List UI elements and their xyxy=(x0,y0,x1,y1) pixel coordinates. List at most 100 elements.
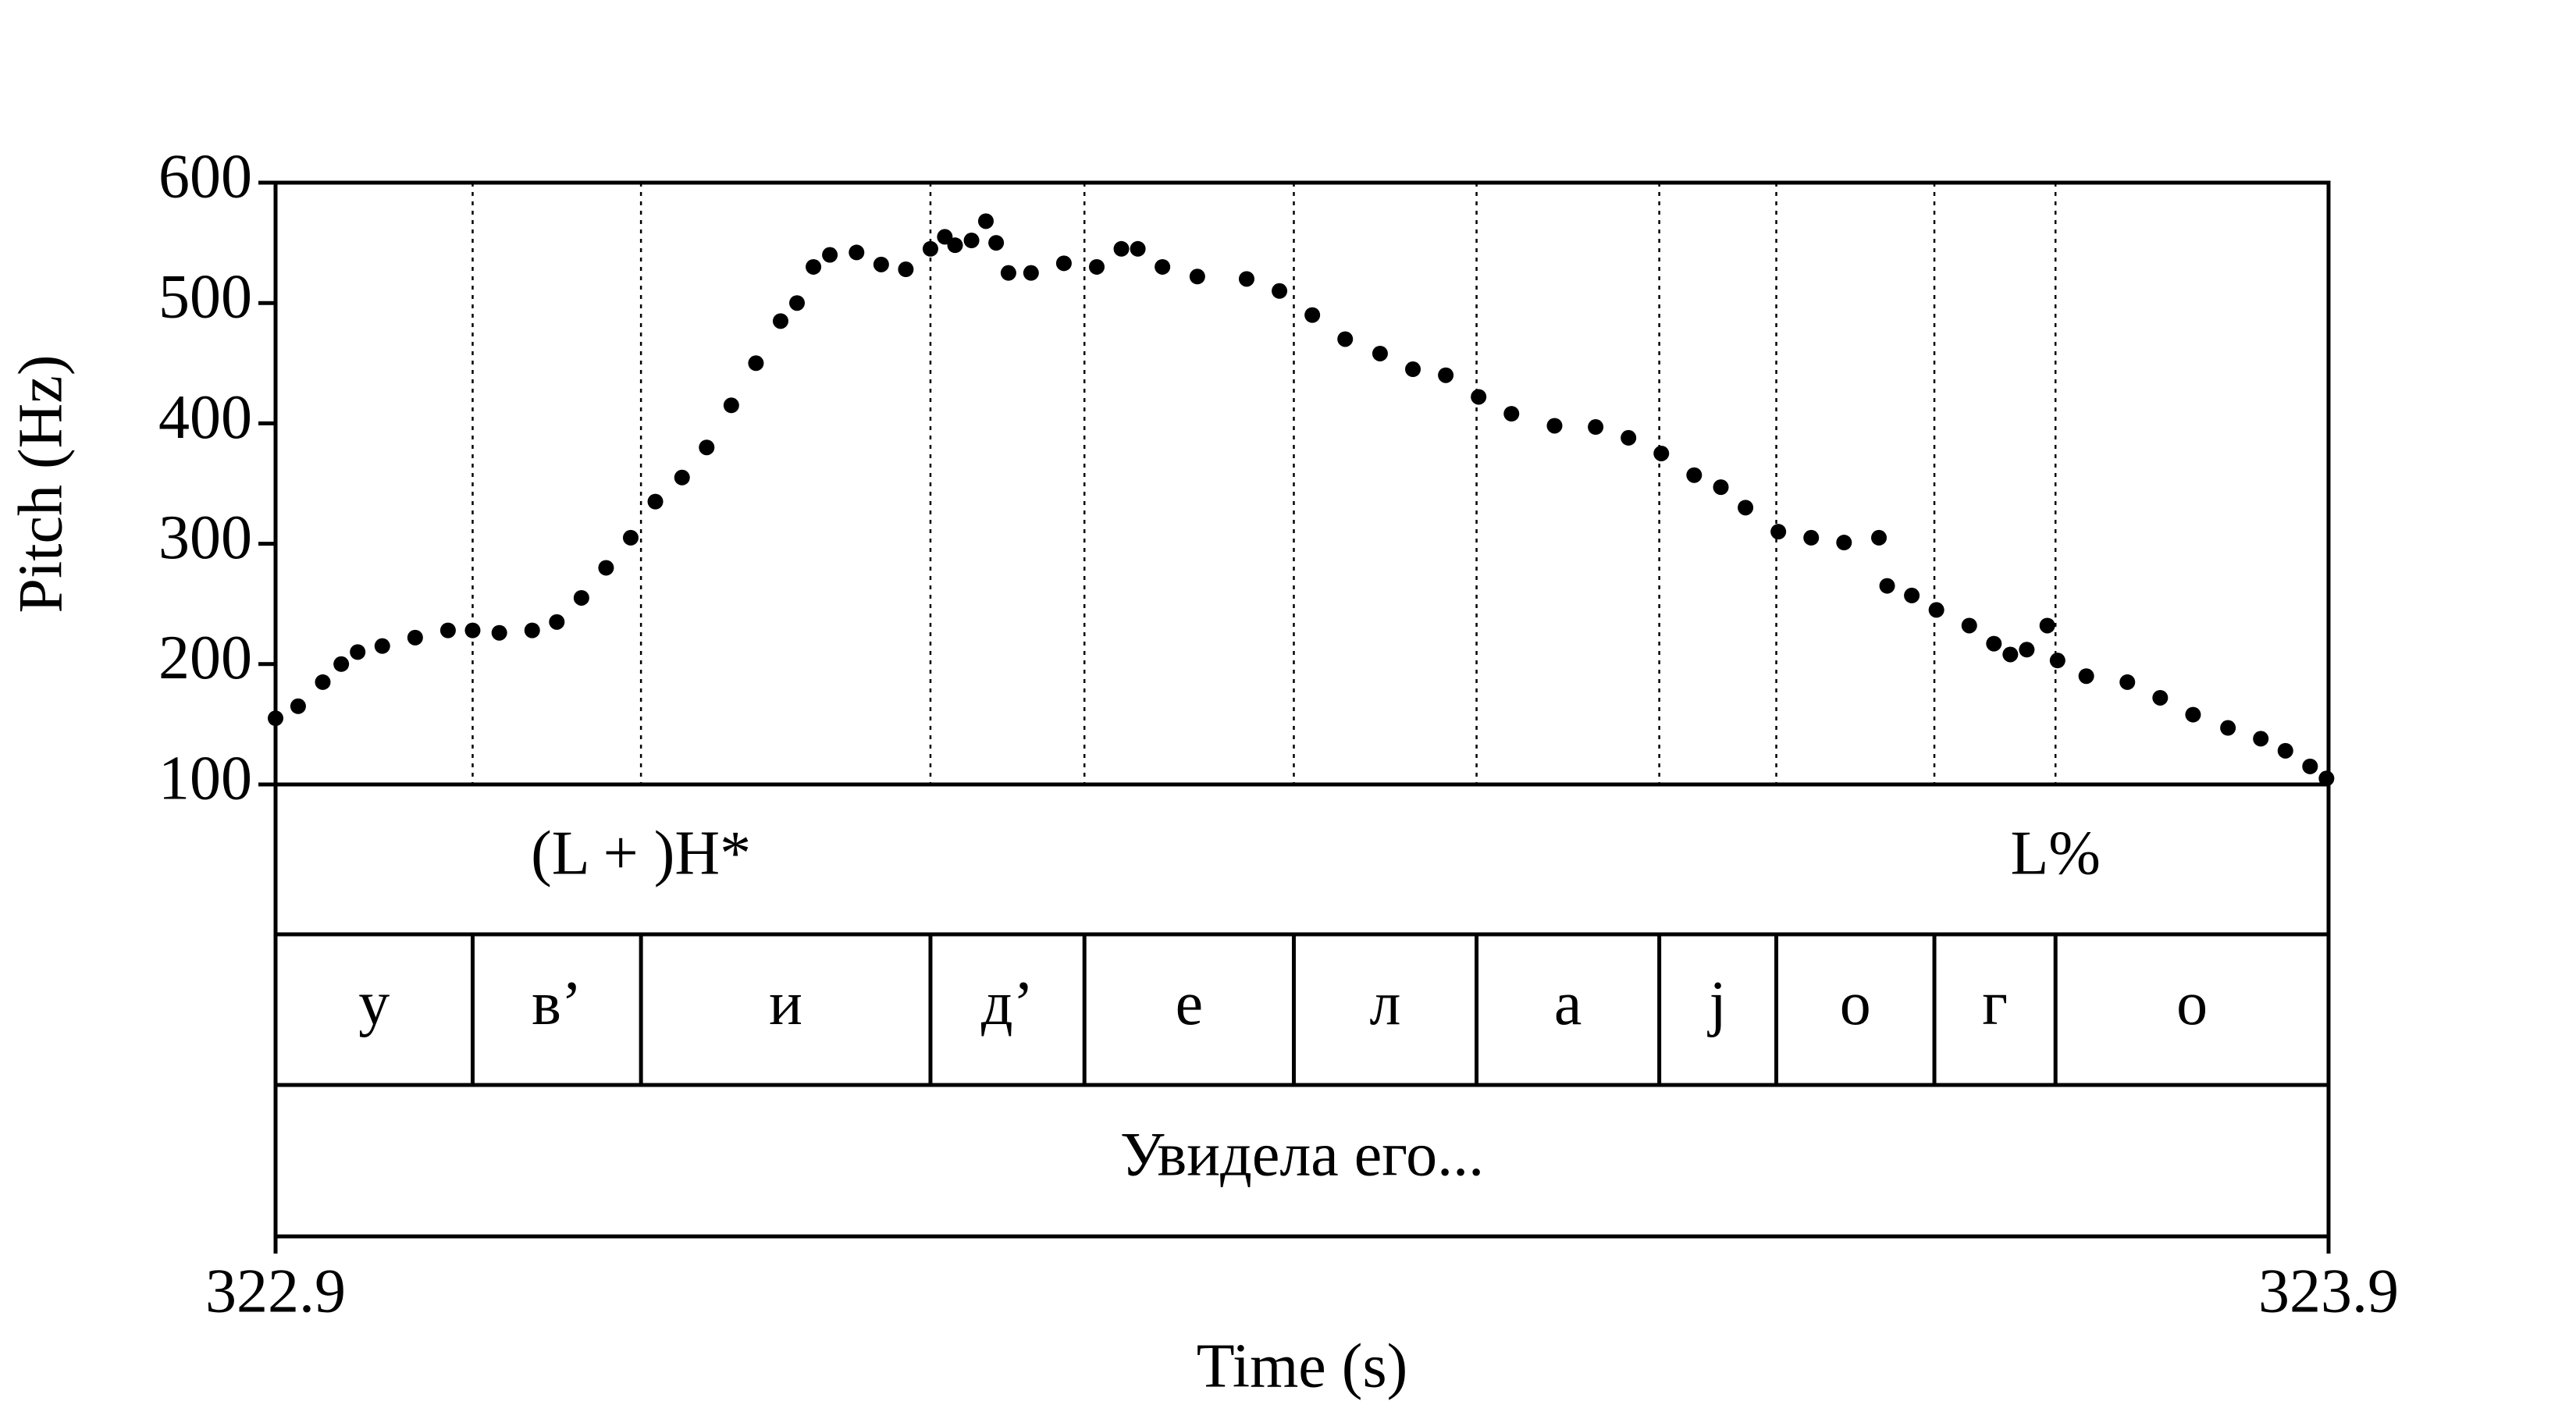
pitch-point xyxy=(1770,524,1787,540)
interval-label: j xyxy=(1706,969,1726,1038)
pitch-point xyxy=(723,397,739,414)
pitch-point xyxy=(315,674,331,690)
interval-label: в’ xyxy=(532,969,582,1038)
pitch-point xyxy=(1471,389,1487,405)
pitch-point xyxy=(1089,258,1105,275)
pitch-point xyxy=(1189,269,1205,285)
y-tick-label: 400 xyxy=(158,383,252,452)
y-axis-title: Pitch (Hz) xyxy=(6,354,75,613)
pitch-point xyxy=(1023,265,1039,281)
pitch-point xyxy=(822,247,838,263)
pitch-point xyxy=(1405,361,1421,378)
pitch-point xyxy=(464,622,481,638)
pitch-point xyxy=(524,622,540,638)
pitch-point xyxy=(1871,529,1888,546)
pitch-point xyxy=(1621,429,1637,446)
pitch-point xyxy=(947,237,963,254)
pitch-point xyxy=(2318,770,2335,787)
pitch-point xyxy=(573,589,589,606)
x-axis-title: Time (s) xyxy=(1197,1332,1407,1400)
pitch-point xyxy=(1503,406,1520,422)
pitch-point xyxy=(1372,345,1388,361)
pitch-point xyxy=(2078,668,2094,685)
pitch-point xyxy=(2277,742,2293,759)
pitch-point xyxy=(1000,265,1016,281)
pitch-point xyxy=(1686,467,1703,483)
tone-label: (L + )H* xyxy=(531,819,751,887)
pitch-point xyxy=(748,355,764,372)
pitch-point xyxy=(922,240,938,257)
y-tick-label: 100 xyxy=(158,744,252,813)
interval-label: г xyxy=(1982,969,2008,1038)
interval-label: о xyxy=(1840,969,1871,1038)
pitch-point xyxy=(268,710,283,727)
pitch-point xyxy=(1803,529,1820,546)
pitch-point xyxy=(622,529,639,546)
interval-label: и xyxy=(769,969,802,1038)
pitch-point xyxy=(2002,646,2019,663)
pitch-point xyxy=(1836,535,1852,551)
pitch-point xyxy=(647,493,664,510)
pitch-point xyxy=(1055,255,1072,272)
pitch-point xyxy=(1304,307,1321,323)
pitch-point xyxy=(1272,283,1288,299)
pitch-point xyxy=(350,644,366,660)
pitch-point xyxy=(491,624,507,641)
pitch-point xyxy=(1904,587,1920,603)
pitch-point xyxy=(1986,635,2002,652)
pitch-point xyxy=(1738,500,1754,516)
pitch-point xyxy=(1438,367,1454,383)
x-tick-label: 323.9 xyxy=(2258,1257,2399,1325)
pitch-point xyxy=(2185,706,2201,723)
pitch-point xyxy=(988,235,1005,251)
pitch-point xyxy=(977,213,994,229)
interval-label: а xyxy=(1554,969,1582,1038)
pitch-point xyxy=(2039,617,2055,634)
pitch-point xyxy=(674,469,690,486)
pitch-point xyxy=(1546,418,1563,434)
pitch-point xyxy=(1588,419,1604,436)
interval-label: д’ xyxy=(981,969,1034,1038)
pitch-point xyxy=(772,313,788,329)
pitch-point xyxy=(290,698,306,714)
plot-frame xyxy=(273,180,2331,1239)
interval-label: Увидела его... xyxy=(1120,1120,1484,1189)
pitch-point xyxy=(2220,720,2236,736)
pitch-point xyxy=(898,261,914,278)
pitch-point xyxy=(2152,689,2169,706)
pitch-point xyxy=(806,258,822,275)
pitch-point xyxy=(789,295,806,311)
tone-label: L% xyxy=(2010,819,2101,887)
pitch-point xyxy=(1337,331,1354,347)
pitch-point xyxy=(1879,578,1895,594)
interval-label: о xyxy=(2176,969,2208,1038)
pitch-point xyxy=(849,244,865,261)
pitch-point xyxy=(1113,240,1130,257)
pitch-point xyxy=(1961,617,1977,634)
pitch-point xyxy=(2019,642,2035,658)
y-tick-label: 600 xyxy=(158,142,252,211)
y-tick-label: 500 xyxy=(158,263,252,332)
pitch-point xyxy=(1130,240,1146,257)
pitch-point xyxy=(1155,258,1171,275)
y-tick-label: 300 xyxy=(158,503,252,572)
pitch-point xyxy=(1713,479,1729,496)
pitch-point xyxy=(1653,445,1670,461)
x-tick-label: 322.9 xyxy=(205,1257,346,1325)
pitch-point xyxy=(333,656,350,672)
interval-label: л xyxy=(1370,969,1401,1038)
pitch-point xyxy=(963,233,980,249)
pitch-point xyxy=(407,629,423,646)
interval-label: у xyxy=(358,969,390,1038)
pitch-point xyxy=(699,439,715,456)
interval-label: е xyxy=(1176,969,1204,1038)
pitch-point xyxy=(1238,271,1254,287)
pitch-point xyxy=(873,256,889,272)
y-tick-label: 200 xyxy=(158,624,252,692)
pitch-point xyxy=(1928,602,1944,618)
pitch-point xyxy=(598,560,614,576)
pitch-point xyxy=(439,622,456,638)
pitch-point xyxy=(549,614,565,630)
pitch-point xyxy=(374,638,390,654)
